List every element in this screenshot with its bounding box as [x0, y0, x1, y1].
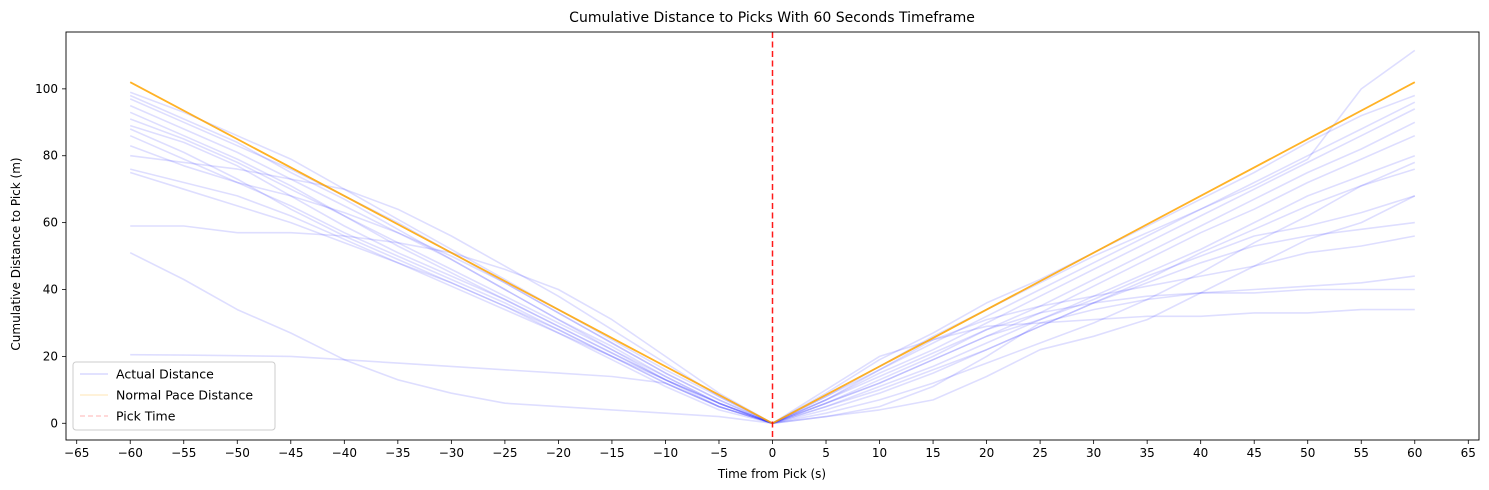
- plot-area: [129, 32, 1416, 440]
- y-tick-label: 40: [43, 283, 58, 297]
- chart-title: Cumulative Distance to Picks With 60 Sec…: [569, 10, 975, 26]
- x-tick-label: 40: [1193, 446, 1208, 460]
- x-tick-label: 50: [1300, 446, 1315, 460]
- x-tick-label: −65: [64, 446, 89, 460]
- x-tick-label: 10: [872, 446, 887, 460]
- y-tick-label: 80: [43, 149, 58, 163]
- x-tick-label: −10: [653, 446, 678, 460]
- x-tick-label: 45: [1247, 446, 1262, 460]
- y-axis-label: Cumulative Distance to Pick (m): [9, 157, 23, 350]
- x-axis-label: Time from Pick (s): [717, 467, 826, 481]
- x-tick-label: 35: [1140, 446, 1155, 460]
- y-tick-label: 0: [50, 416, 58, 430]
- x-tick-label: 5: [822, 446, 830, 460]
- x-axis: −65 −60 −55 −50 −45 −40 −35 −30 −25 −20 −15 −10 −5 0 5…: [64, 440, 1476, 460]
- x-tick-label: 25: [1032, 446, 1047, 460]
- x-tick-label: −45: [278, 446, 303, 460]
- legend-box: [72, 361, 276, 431]
- y-axis: 0 20 40 60 80 100: [35, 82, 66, 430]
- x-tick-label: −40: [332, 446, 357, 460]
- y-tick-label: 20: [43, 349, 58, 363]
- x-tick-label: −35: [385, 446, 410, 460]
- x-tick-label: 20: [979, 446, 994, 460]
- x-tick-label: 15: [925, 446, 940, 460]
- legend-label-normal-pace: Normal Pace Distance: [116, 388, 253, 403]
- legend: Actual Distance Normal Pace Distance Pic…: [72, 361, 276, 431]
- x-tick-label: −50: [225, 446, 250, 460]
- x-tick-label: −30: [439, 446, 464, 460]
- x-tick-label: −25: [492, 446, 517, 460]
- x-tick-label: 30: [1086, 446, 1101, 460]
- x-tick-label: −55: [171, 446, 196, 460]
- legend-label-actual: Actual Distance: [116, 367, 214, 382]
- x-tick-label: 65: [1461, 446, 1476, 460]
- y-tick-label: 100: [35, 82, 58, 96]
- y-tick-label: 60: [43, 216, 58, 230]
- x-tick-label: −20: [546, 446, 571, 460]
- x-tick-label: −5: [710, 446, 728, 460]
- legend-label-pick-time: Pick Time: [116, 409, 176, 424]
- x-tick-label: −15: [599, 446, 624, 460]
- x-tick-label: 0: [769, 446, 777, 460]
- x-tick-label: 55: [1354, 446, 1369, 460]
- x-tick-label: −60: [118, 446, 143, 460]
- x-tick-label: 60: [1407, 446, 1422, 460]
- plot-frame: [65, 31, 1480, 441]
